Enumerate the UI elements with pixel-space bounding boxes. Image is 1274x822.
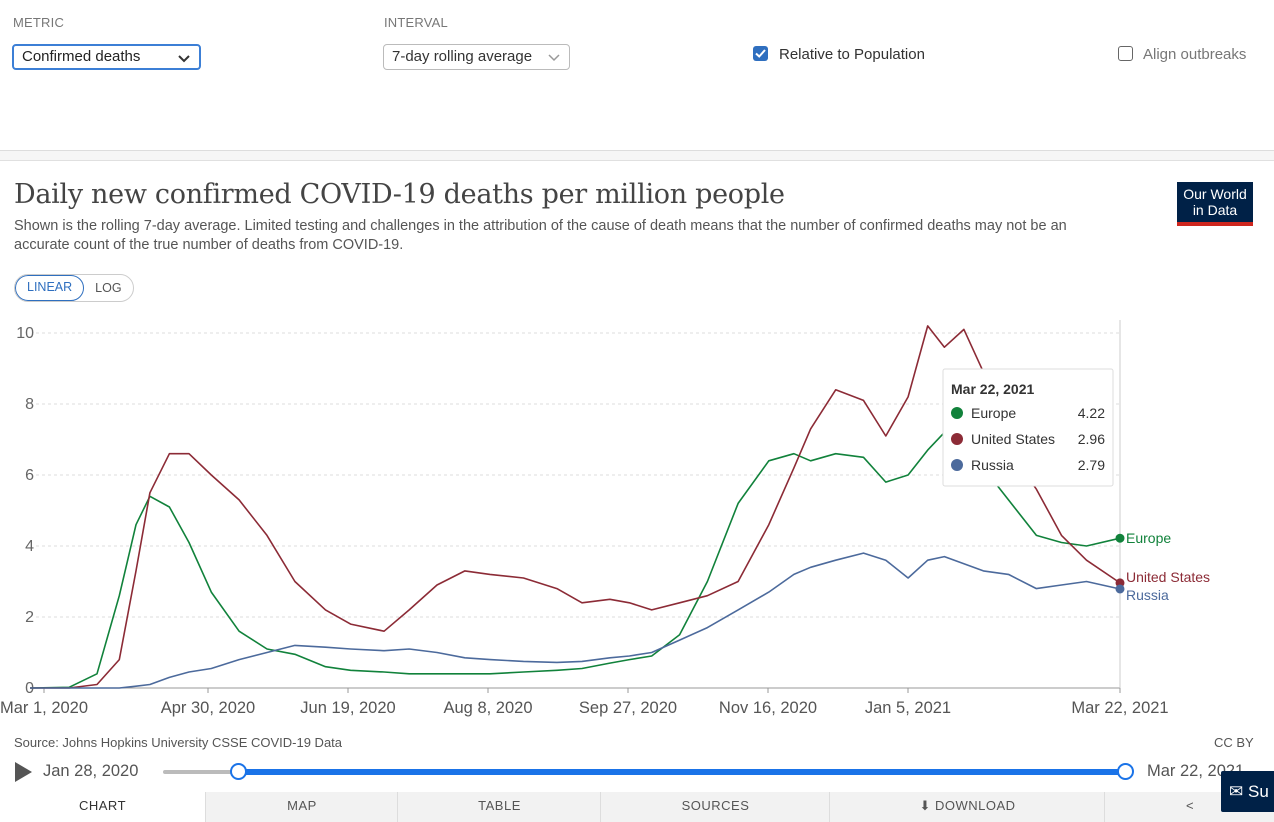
logo-line1: Our World — [1183, 186, 1247, 202]
x-tick-label: Jan 5, 2021 — [865, 699, 951, 717]
tooltip-value: 4.22 — [1078, 405, 1105, 421]
timeline-end-date: Mar 22, 2021 — [1147, 762, 1245, 780]
y-tick-label: 4 — [25, 538, 34, 555]
timeline-start-handle[interactable] — [230, 763, 247, 780]
x-tick-label: Nov 16, 2020 — [719, 699, 817, 717]
tooltip-value: 2.96 — [1078, 431, 1105, 447]
checkmark-icon — [755, 49, 766, 58]
metric-label: METRIC — [13, 15, 65, 30]
tooltip-name: Europe — [971, 405, 1016, 421]
tooltip-dot-europe — [951, 407, 963, 419]
x-tick-label: Mar 22, 2021 — [1071, 699, 1168, 717]
share-icon: < — [1185, 798, 1195, 813]
series-line-united-states — [30, 325, 1121, 689]
x-tick-label: Sep 27, 2020 — [579, 699, 677, 717]
relative-to-population-label[interactable]: Relative to Population — [779, 46, 925, 63]
license-link[interactable]: CC BY — [1214, 735, 1254, 750]
align-outbreaks-label[interactable]: Align outbreaks — [1143, 46, 1247, 63]
tooltip-box — [942, 368, 1114, 487]
interval-select[interactable]: 7-day rolling average — [383, 44, 570, 70]
interval-select-value: 7-day rolling average — [392, 48, 533, 65]
timeline-end-handle[interactable] — [1117, 763, 1134, 780]
chevron-down-icon — [548, 54, 560, 62]
series-label-united-states: United States — [1126, 569, 1210, 585]
owid-logo[interactable]: Our World in Data — [1177, 182, 1253, 226]
metric-select-value: Confirmed deaths — [22, 48, 141, 65]
relative-to-population-checkbox[interactable] — [753, 46, 768, 61]
chart-subtitle: Shown is the rolling 7-day average. Limi… — [14, 218, 1067, 253]
x-tick-label: Aug 8, 2020 — [444, 699, 533, 717]
series-label-europe: Europe — [1126, 530, 1171, 546]
scale-toggle: LINEAR LOG — [14, 274, 134, 302]
y-tick-label: 2 — [25, 609, 34, 626]
tooltip-name: Russia — [971, 457, 1014, 473]
controls-bar: METRIC Confirmed deaths INTERVAL 7-day r… — [0, 0, 1274, 151]
align-outbreaks-checkbox[interactable] — [1118, 46, 1133, 61]
linear-scale-button[interactable]: LINEAR — [15, 275, 85, 301]
tooltip-dot-united-states — [951, 433, 963, 445]
log-scale-button[interactable]: LOG — [95, 281, 122, 295]
feedback-button[interactable]: ✉ Su — [1221, 771, 1274, 812]
tooltip-value: 2.79 — [1078, 457, 1105, 473]
chevron-down-icon — [178, 55, 190, 63]
endpoint-marker-europe — [1115, 533, 1125, 543]
tooltip-name: United States — [971, 431, 1055, 447]
interval-label: INTERVAL — [384, 15, 448, 30]
y-tick-label: 0 — [25, 680, 34, 697]
timeline-start-date: Jan 28, 2020 — [43, 762, 139, 780]
endpoint-marker-russia — [1115, 584, 1125, 594]
tooltip-dot-russia — [951, 459, 963, 471]
x-tick-label: Jun 19, 2020 — [300, 699, 395, 717]
tooltip-date: Mar 22, 2021 — [951, 381, 1034, 397]
y-tick-label: 8 — [25, 396, 34, 413]
series-line-europe — [30, 431, 1121, 689]
play-icon[interactable] — [15, 762, 32, 782]
timeline-selected-range — [238, 769, 1126, 775]
feedback-label: Su — [1247, 782, 1269, 801]
tab-download-label: DOWNLOAD — [934, 798, 1016, 813]
x-tick-label: Apr 30, 2020 — [161, 699, 256, 717]
source-note[interactable]: Source: Johns Hopkins University CSSE CO… — [14, 735, 343, 750]
x-tick-label: Mar 1, 2020 — [0, 699, 88, 717]
tooltip: Mar 22, 2021 Europe 4.22 United States 2.96 R… — [942, 368, 1114, 487]
logo-line2: in Data — [1192, 202, 1238, 218]
y-tick-label: 6 — [25, 467, 34, 484]
series-line-russia — [30, 552, 1121, 689]
metric-select[interactable]: Confirmed deaths — [12, 44, 201, 70]
feedback-icon: ✉ — [1229, 782, 1244, 801]
y-tick-label: 10 — [16, 325, 34, 342]
chart-title: Daily new confirmed COVID-19 deaths per … — [14, 179, 785, 210]
series-label-russia: Russia — [1126, 587, 1169, 603]
